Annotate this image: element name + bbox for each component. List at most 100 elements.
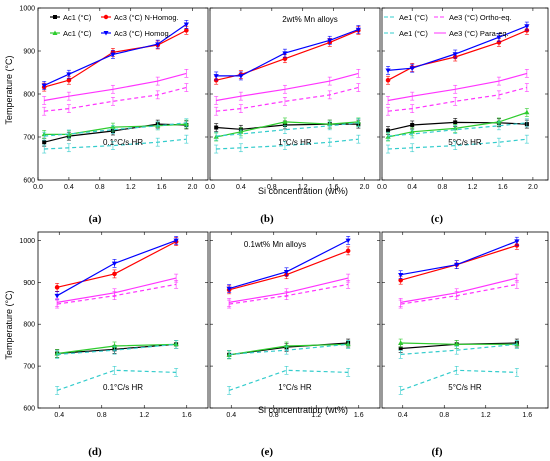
y-tick-label: 600	[23, 406, 35, 413]
panel-frame	[209, 7, 381, 181]
panel-2: 0.0 0.4 0.8 1.2 1.6 2.0 1°C/s HR	[205, 7, 381, 191]
point-marker	[155, 42, 161, 47]
series-line-6	[57, 283, 177, 305]
point-marker	[173, 238, 179, 244]
x-tick-label: 1.6	[157, 184, 167, 191]
series-line-2	[56, 241, 177, 288]
series-line-8	[44, 72, 187, 102]
panel-1: 0.0 0.4 0.8 1.2 1.6 2.0 600 700 800 900 1000 0.1°C/…	[19, 6, 209, 191]
x-tick-label: 1.6	[354, 412, 364, 419]
series-line-8	[57, 277, 177, 303]
point-marker	[386, 128, 391, 133]
row-title-bottom: 0.1wt% Mn alloys	[244, 240, 306, 249]
legend-label-ac1-black: Ac1 (°C)	[63, 13, 92, 22]
point-marker	[282, 51, 288, 56]
legend-label-ae1-ortho: Ae1 (°C)	[399, 13, 428, 22]
series-line-5	[44, 138, 187, 150]
point-marker	[283, 270, 290, 275]
panel-5: 0.4 0.8 1.2 1.6 1°C/s HR	[209, 231, 381, 419]
x-tick-label: 0.4	[398, 412, 408, 419]
x-tick-label: 0.4	[236, 184, 246, 191]
panel-annotation: 5°C/s HR	[448, 138, 482, 147]
y-tick-label: 600	[23, 178, 35, 185]
point-marker	[41, 83, 47, 89]
series-line-8	[229, 277, 349, 303]
point-marker	[514, 239, 520, 245]
x-tick-label: 0.4	[407, 184, 417, 191]
x-tick-label: 1.6	[182, 412, 192, 419]
panel-label: (b)	[260, 213, 274, 225]
point-marker	[54, 285, 60, 290]
y-tick-label: 1000	[19, 238, 35, 245]
panel-annotation: 1°C/s HR	[278, 383, 312, 392]
point-marker	[398, 340, 404, 345]
legend-label-ae1-para: Ae1 (°C)	[399, 29, 428, 38]
panel-frame	[209, 231, 381, 409]
panel-label: (f)	[432, 446, 443, 458]
point-marker	[452, 52, 458, 57]
series-line-8	[387, 72, 528, 102]
series-line-4	[216, 28, 359, 77]
legend-marker-ac3-red	[103, 14, 109, 20]
point-marker	[345, 248, 351, 254]
legend-label-ac3-nhomog: Ac3 (°C) N-Homog.	[114, 13, 179, 22]
point-marker	[385, 68, 391, 74]
point-marker	[355, 27, 361, 33]
panel-label: (d)	[88, 446, 102, 458]
point-marker	[398, 272, 404, 278]
x-tick-label: 2.0	[360, 184, 370, 191]
point-marker	[345, 238, 351, 244]
series-line-3	[387, 111, 528, 138]
x-tick-label: 1.2	[126, 184, 136, 191]
point-marker	[524, 109, 530, 115]
point-marker	[183, 22, 189, 28]
point-marker	[66, 72, 72, 78]
series-line-6	[387, 86, 528, 112]
panel-annotation: 5°C/s HR	[448, 383, 482, 392]
point-marker	[524, 28, 530, 33]
point-marker	[410, 122, 415, 127]
point-marker	[496, 35, 502, 41]
x-tick-label: 0.8	[269, 412, 279, 419]
y-tick-label: 700	[23, 135, 35, 142]
panel-label: (a)	[89, 213, 102, 225]
series-line-8	[400, 277, 518, 303]
ylabel-top: Temperature (°C)	[4, 55, 14, 124]
point-marker	[238, 74, 244, 79]
point-marker	[454, 341, 460, 347]
x-tick-label: 2.0	[188, 184, 198, 191]
point-marker	[54, 293, 60, 299]
legend-label-ae3-ortho: Ae3 (°C) Ortho-eq.	[449, 13, 512, 22]
x-tick-label: 0.8	[95, 184, 105, 191]
series-line-6	[44, 86, 187, 112]
legend-marker-ac3-blue	[103, 31, 109, 36]
ylabel-bottom: Temperature (°C)	[4, 290, 14, 359]
x-tick-label: 1.2	[468, 184, 478, 191]
series-line-7	[44, 122, 187, 137]
series-line-5	[216, 138, 359, 150]
legend-left: Ac1 (°C) Ac3 (°C) N-Homog. Ac1 (°C) Ac3 …	[50, 13, 179, 38]
panel-annotation: 1°C/s HR	[278, 138, 312, 147]
series-line-6	[229, 283, 349, 305]
y-tick-label: 900	[23, 280, 35, 287]
point-marker	[282, 119, 288, 124]
point-marker	[454, 262, 460, 268]
series-line-5	[387, 138, 527, 150]
series-line-4	[56, 239, 177, 297]
panel-label: (e)	[261, 446, 274, 458]
xlabel-bottom: Si concentration (wt%)	[258, 405, 348, 415]
panel-4: 0.4 0.8 1.2 1.6 600 700 800 900 1000 0.1°C/s HR	[19, 231, 209, 419]
legend-label-ae3-para: Ae3 (°C) Para-eq.	[449, 29, 509, 38]
legend-marker-ac1-green	[52, 30, 58, 35]
point-marker	[385, 77, 391, 83]
point-marker	[282, 56, 288, 62]
point-marker	[111, 343, 118, 348]
panel-6: 0.4 0.8 1.2 1.6 5°C/s HR	[381, 231, 549, 419]
series-line-7	[216, 122, 359, 137]
legend-label-ac3-homog: Ac3 (°C) Homog.	[114, 29, 171, 38]
series-line-6	[216, 86, 359, 112]
panel-frame	[381, 231, 549, 409]
y-tick-label: 1000	[19, 6, 35, 13]
x-tick-label: 1.2	[481, 412, 491, 419]
